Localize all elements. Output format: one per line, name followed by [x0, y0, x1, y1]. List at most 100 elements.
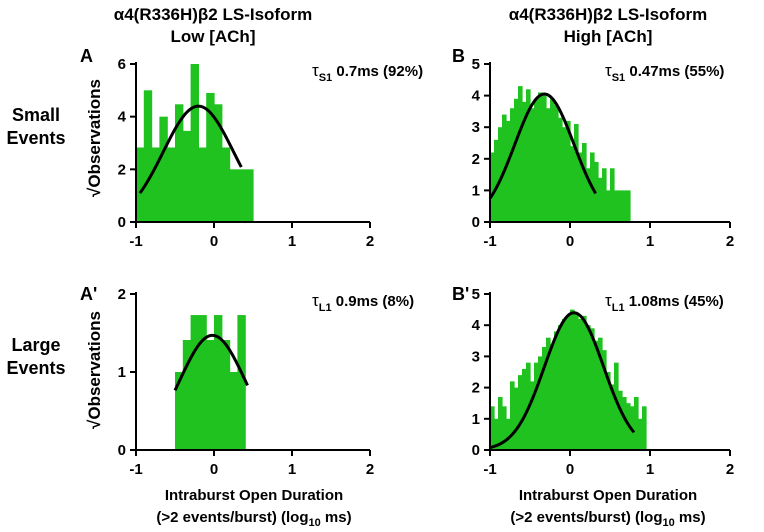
row-label-large-line1: Large [11, 335, 60, 355]
y-tick-label: 1 [472, 411, 480, 428]
tau-annotation: τL1 1.08ms (45%) [605, 291, 724, 314]
histogram-bar [558, 117, 563, 222]
histogram-bar [626, 190, 631, 222]
fit-curve [489, 311, 636, 450]
tau-annotation: τS1 0.47ms (55%) [605, 61, 724, 84]
x-tick-label: 2 [366, 461, 374, 478]
x-tick-label: -1 [129, 233, 142, 250]
y-tick-label: 3 [472, 119, 480, 136]
histogram-bar [598, 177, 603, 222]
fit-curve [138, 104, 243, 194]
panel-label: B' [452, 284, 469, 304]
fit-curve [173, 333, 249, 391]
histogram-bar [582, 143, 587, 222]
x-axis-label-right-line2: (>2 events/burst) (log10 ms) [510, 509, 705, 529]
histogram-bar [638, 418, 643, 450]
histogram-bar [614, 190, 619, 222]
x-tick-label: -1 [483, 233, 496, 250]
histogram-bar [582, 315, 587, 450]
y-tick-label: 3 [472, 348, 480, 365]
column-title-high-line1: α4(R336H)β2 LS-Isoform [509, 5, 707, 24]
tau-annotation: τL1 0.9ms (8%) [312, 291, 414, 314]
histogram-bar [518, 86, 523, 223]
histogram-bar [562, 318, 567, 450]
histogram-bar [175, 104, 184, 222]
column-title-low-line2: Low [ACh] [171, 27, 256, 46]
panel-label: A' [80, 284, 97, 304]
histogram-bar [514, 387, 519, 450]
histogram-bar [151, 147, 160, 222]
histogram-bar [562, 127, 567, 222]
histogram-bar [167, 147, 176, 222]
histogram-bar [506, 418, 511, 450]
histogram-bar [558, 325, 563, 450]
y-tick-label: 1 [472, 182, 480, 199]
histogram-bar [490, 152, 495, 222]
histogram-bar [610, 384, 615, 450]
histogram-bar [534, 362, 539, 450]
y-tick-label: 6 [118, 56, 126, 73]
histogram-bar [566, 120, 571, 222]
histogram-bar [578, 318, 583, 450]
histogram-bar [594, 340, 599, 450]
histogram-bar [522, 368, 527, 450]
y-tick-label: 4 [472, 88, 481, 105]
column-title-high-line2: High [ACh] [564, 27, 653, 46]
histogram-bar [514, 98, 519, 222]
histogram-bar [510, 108, 515, 222]
histogram-bar [578, 152, 583, 222]
histogram-bar [574, 124, 579, 222]
histogram-bar [622, 190, 627, 222]
histogram-bar [245, 169, 254, 222]
histogram-bar [237, 169, 246, 222]
histogram-bar [510, 381, 515, 450]
x-tick-label: 1 [646, 233, 654, 250]
histogram-bar [586, 325, 591, 450]
y-tick-label: 0 [118, 214, 126, 231]
panel-a-prime: 012-1 0 1 2A' τL1 0.9ms (8%) [80, 284, 414, 478]
y-tick-label: 2 [472, 380, 480, 397]
histogram-bar [526, 89, 531, 222]
histogram-bar [175, 372, 184, 450]
histogram-bar [590, 328, 595, 450]
y-tick-label: 2 [118, 286, 126, 303]
histogram-bar [198, 147, 207, 222]
x-tick-label: 0 [210, 233, 218, 250]
y-tick-label: 1 [118, 364, 126, 381]
histogram-bar [642, 406, 647, 450]
histogram-bar [550, 343, 555, 450]
histogram-bar [229, 169, 238, 222]
panel-label: A [80, 46, 93, 66]
x-axis-label-right-line1: Intraburst Open Duration [519, 487, 697, 504]
histogram-bar [498, 127, 503, 222]
histogram-bar [542, 347, 547, 450]
x-tick-label: 0 [566, 461, 574, 478]
x-tick-label: 1 [288, 233, 296, 250]
histogram-bar [229, 372, 238, 450]
histogram-bar [618, 390, 623, 450]
x-tick-label: 1 [646, 461, 654, 478]
y-tick-label: 2 [472, 151, 480, 168]
x-tick-label: 2 [366, 233, 374, 250]
y-tick-label: 4 [118, 109, 127, 126]
histogram-bar [586, 168, 591, 222]
histogram-bar [182, 340, 192, 450]
histogram-bar [622, 396, 627, 450]
column-title-low-line1: α4(R336H)β2 LS-Isoform [114, 5, 312, 24]
histogram-bar [602, 350, 607, 450]
y-tick-label: 0 [118, 442, 126, 459]
histogram-bar [214, 104, 223, 222]
histogram-bar [518, 375, 523, 450]
histogram-bar [522, 101, 527, 222]
y-tick-label: 0 [472, 214, 480, 231]
histogram-bar [538, 356, 543, 450]
fit-curve [488, 92, 597, 200]
histogram-bar [498, 396, 503, 450]
histogram-bar [530, 381, 535, 450]
histogram-bar [570, 309, 575, 450]
histogram-bar [502, 406, 507, 450]
x-tick-label: 0 [210, 461, 218, 478]
histogram-bar [602, 168, 607, 222]
